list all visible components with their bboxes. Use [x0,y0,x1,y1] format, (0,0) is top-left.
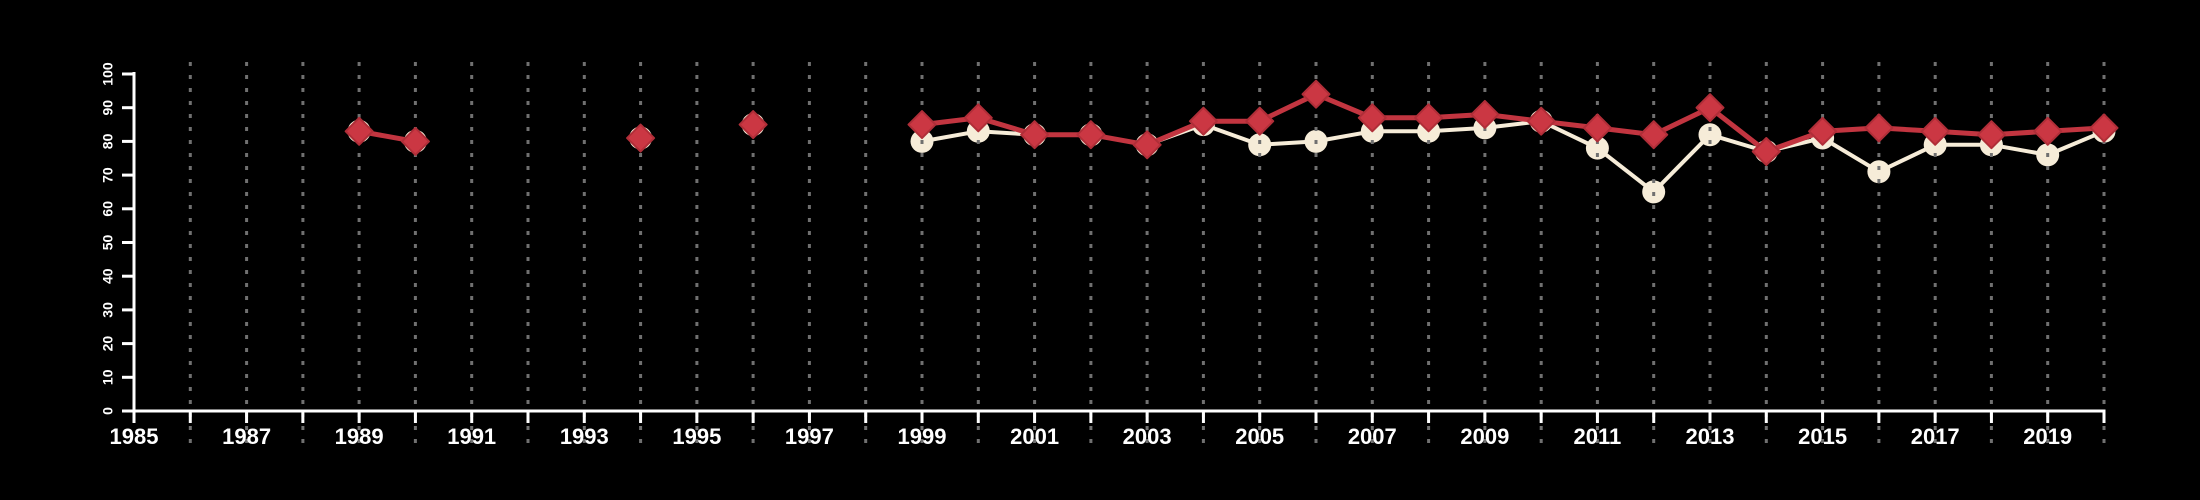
x-tick-label: 1985 [110,424,159,449]
x-tick-label: 2001 [1010,424,1059,449]
data-point-circle [1585,136,1609,160]
x-tick-label: 2003 [1123,424,1172,449]
gridlines [188,62,2106,452]
data-point-diamond [626,123,656,153]
y-tick-label: 100 [100,62,116,86]
x-tick-label: 2015 [1798,424,1847,449]
x-tick-label: 1999 [898,424,947,449]
data-point-diamond [1020,120,1050,150]
data-point-circle [1248,133,1272,157]
data-point-circle [1642,180,1666,204]
data-point-diamond [1188,106,1218,136]
data-point-diamond [1976,120,2006,150]
x-tick-label: 2019 [2023,424,2072,449]
x-tick-label: 1995 [672,424,721,449]
data-point-diamond [1076,120,1106,150]
data-point-diamond [1301,79,1331,109]
y-tick-label: 90 [100,100,116,116]
data-point-diamond [1526,106,1556,136]
x-tick-label: 1987 [222,424,271,449]
data-point-diamond [963,103,993,133]
y-tick-label: 70 [100,167,116,183]
x-tick-label: 2011 [1574,424,1622,449]
series-line-red [919,91,2107,154]
data-point-diamond [2033,116,2063,146]
y-tick-label: 20 [100,336,116,352]
data-point-diamond [1132,130,1162,160]
x-tick-label: 2013 [1686,424,1735,449]
x-tick-label: 1989 [335,424,384,449]
data-point-diamond [1639,120,1669,150]
data-point-diamond [1414,103,1444,133]
data-point-diamond [400,126,430,156]
data-point-diamond [1751,137,1781,167]
series-cream [347,109,2116,204]
y-tick-label: 10 [100,369,116,385]
data-point-circle [1698,123,1722,147]
data-point-diamond [1695,93,1725,123]
data-point-diamond [1808,116,1838,146]
data-point-diamond [907,110,937,140]
data-point-diamond [1470,99,1500,129]
data-point-diamond [1864,113,1894,143]
x-tick-label: 2017 [1911,424,1960,449]
y-tick-label: 40 [100,268,116,284]
data-point-diamond [1920,116,1950,146]
data-point-diamond [738,110,768,140]
data-point-diamond [344,116,374,146]
series-red [344,79,2119,167]
x-tick-label: 2009 [1460,424,1509,449]
x-axis: 1985 1987 1989 1991 1993 1995 1997 1999 2001 2003… [110,409,2106,449]
x-tick-label: 2007 [1348,424,1397,449]
x-tick-label: 2005 [1235,424,1284,449]
data-point-circle [1867,160,1891,184]
y-tick-label: 80 [100,133,116,149]
y-tick-label: 0 [100,407,116,415]
y-axis: 0 10 20 30 40 50 60 70 80 90 100 [100,62,136,415]
x-tick-label: 1997 [785,424,834,449]
y-tick-label: 30 [100,302,116,318]
data-point-diamond [2089,113,2119,143]
data-point-diamond [1357,103,1387,133]
data-point-diamond [1245,106,1275,136]
x-tick-label: 1991 [447,424,496,449]
y-tick-label: 60 [100,201,116,217]
y-tick-label: 50 [100,235,116,251]
x-tick-label: 1993 [560,424,609,449]
data-point-diamond [1582,113,1612,143]
